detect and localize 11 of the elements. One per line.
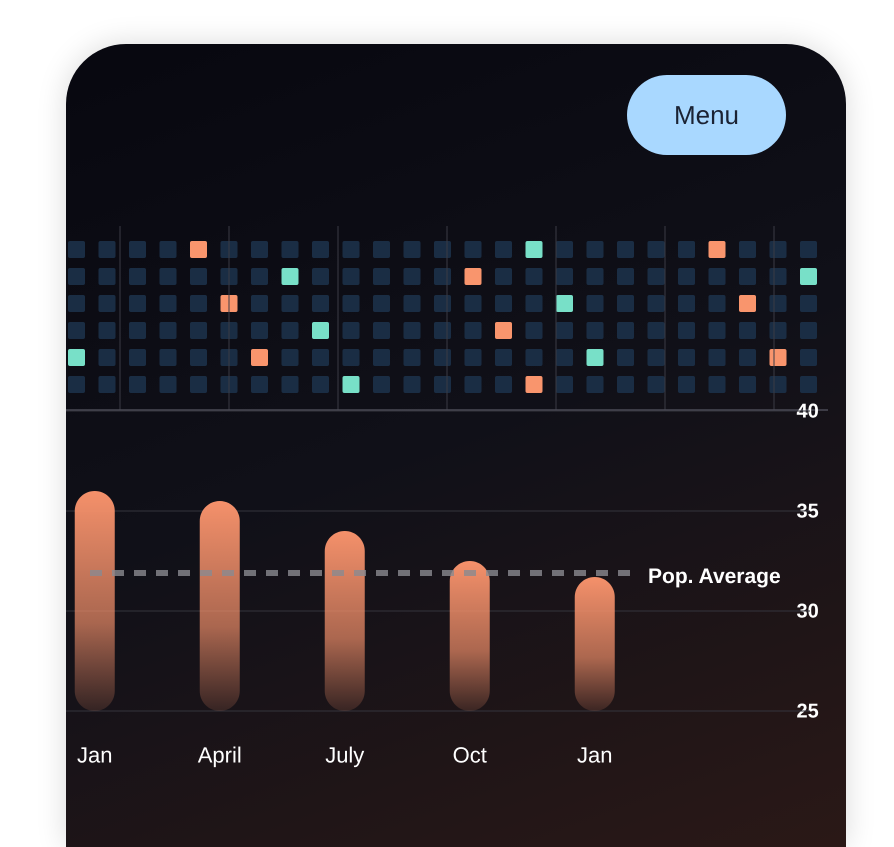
y-tick-label: 30 (796, 600, 819, 622)
text: Menu (627, 75, 786, 155)
x-tick-label: Jan (577, 742, 612, 768)
x-tick-label: Jan (77, 742, 112, 768)
ref-line-label: Pop. Average (648, 565, 781, 588)
y-tick-label: 25 (796, 700, 819, 722)
x-tick-label: April (198, 742, 242, 768)
x-tick-label: Oct (452, 742, 487, 768)
y-tick-label: 40 (796, 400, 819, 422)
x-tick-label: July (325, 742, 364, 768)
y-tick-label: 35 (796, 500, 819, 522)
